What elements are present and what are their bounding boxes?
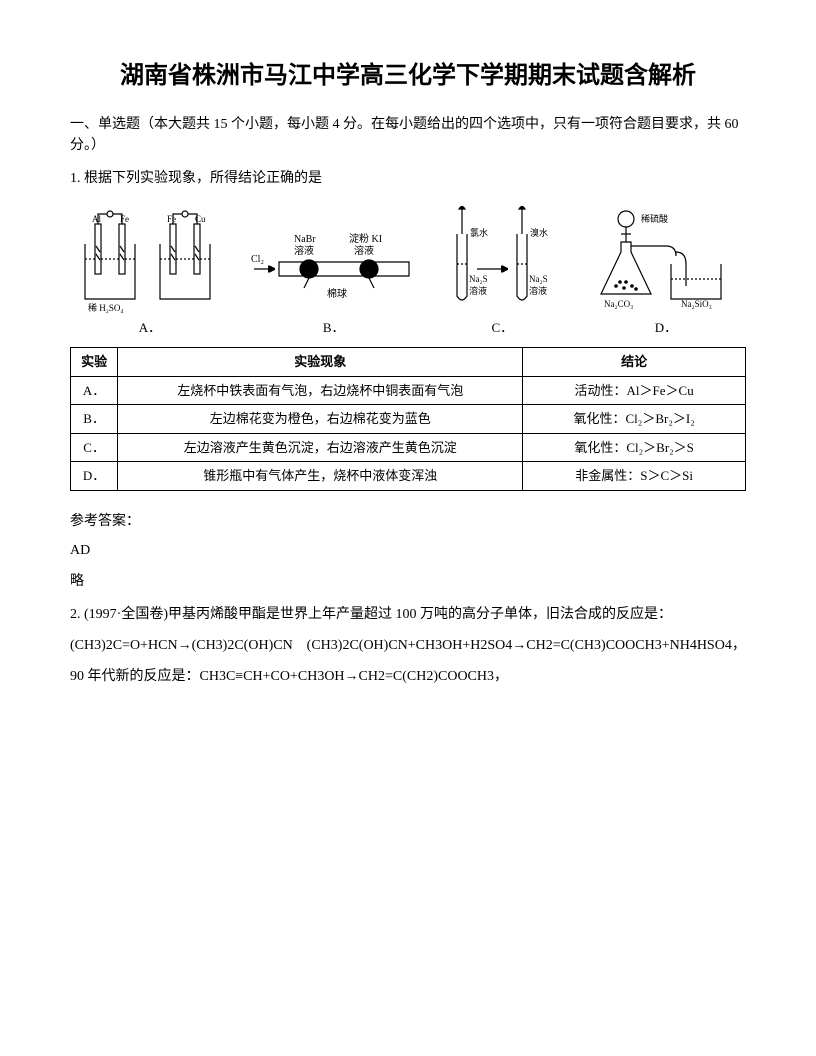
diagram-A-label: A． bbox=[139, 318, 161, 338]
th-exp: 实验 bbox=[71, 348, 118, 377]
svg-text:稀 H₂SO₄: 稀 H₂SO₄ bbox=[88, 302, 124, 313]
svg-text:Na₂S: Na₂S bbox=[529, 274, 548, 284]
page-title: 湖南省株洲市马江中学高三化学下学期期末试题含解析 bbox=[70, 60, 746, 94]
diagram-D-label: D． bbox=[655, 318, 677, 338]
svg-text:Cl₂: Cl₂ bbox=[251, 254, 264, 265]
q2-eq1: (CH3)2C=O+HCN→(CH3)2C(OH)CN (CH3)2C(OH)C… bbox=[70, 635, 746, 656]
svg-text:Na₂CO₃: Na₂CO₃ bbox=[604, 299, 633, 309]
diagram-row: Al Fe Fe Cu 稀 H₂SO₄ A． Cl₂ NaBr 溶液 淀粉 KI… bbox=[70, 204, 746, 338]
svg-text:溶液: 溶液 bbox=[294, 244, 314, 257]
th-phen: 实验现象 bbox=[118, 348, 523, 377]
table-row: D． 锥形瓶中有气体产生，烧杯中液体变浑浊 非金属性：S＞C＞Si bbox=[71, 462, 746, 491]
diagram-A: Al Fe Fe Cu 稀 H₂SO₄ A． bbox=[70, 204, 230, 338]
svg-text:氯水: 氯水 bbox=[470, 227, 488, 238]
answer-note: 略 bbox=[70, 571, 746, 592]
table-row: B． 左边棉花变为橙色，右边棉花变为蓝色 氧化性：Cl₂＞Br₂＞I₂ bbox=[71, 405, 746, 434]
answer: AD bbox=[70, 540, 746, 561]
diagram-C-label: C． bbox=[491, 318, 513, 338]
answer-label: 参考答案： bbox=[70, 511, 746, 532]
svg-text:Na₂SiO₃: Na₂SiO₃ bbox=[681, 299, 712, 309]
q2-eq2: 90 年代新的反应是：CH3C≡CH+CO+CH3OH→CH2=C(CH2)CO… bbox=[70, 666, 746, 687]
diagram-B: Cl₂ NaBr 溶液 淀粉 KI 溶液 棉球 B． bbox=[249, 204, 419, 338]
svg-text:淀粉 KI: 淀粉 KI bbox=[349, 232, 382, 245]
svg-text:Fe: Fe bbox=[167, 214, 176, 224]
table-row: C． 左边溶液产生黄色沉淀，右边溶液产生黄色沉淀 氧化性：Cl₂＞Br₂＞S bbox=[71, 433, 746, 462]
diagram-D: 稀硫酸 Na₂CO₃ Na₂SiO₃ D． bbox=[586, 204, 746, 338]
q1-stem: 1. 根据下列实验现象，所得结论正确的是 bbox=[70, 168, 746, 189]
th-conc: 结论 bbox=[523, 348, 746, 377]
diagram-C: 氯水 溴水 Na₂S 溶液 Na₂S 溶液 C． bbox=[437, 204, 567, 338]
svg-text:棉球: 棉球 bbox=[327, 287, 347, 300]
svg-text:Fe: Fe bbox=[120, 214, 129, 224]
q2-stem: 2. (1997·全国卷)甲基丙烯酸甲酯是世界上年产量超过 100 万吨的高分子… bbox=[70, 604, 746, 625]
svg-text:Al: Al bbox=[92, 214, 101, 224]
experiment-table: 实验 实验现象 结论 A． 左烧杯中铁表面有气泡，右边烧杯中铜表面有气泡 活动性… bbox=[70, 347, 746, 491]
svg-text:稀硫酸: 稀硫酸 bbox=[641, 213, 668, 224]
section-intro: 一、单选题（本大题共 15 个小题，每小题 4 分。在每小题给出的四个选项中，只… bbox=[70, 114, 746, 156]
svg-text:溴水: 溴水 bbox=[530, 227, 548, 238]
diagram-B-label: B． bbox=[323, 318, 345, 338]
table-row: A． 左烧杯中铁表面有气泡，右边烧杯中铜表面有气泡 活动性：Al＞Fe＞Cu bbox=[71, 376, 746, 405]
svg-text:Cu: Cu bbox=[195, 214, 206, 224]
svg-text:溶液: 溶液 bbox=[469, 285, 487, 296]
svg-text:溶液: 溶液 bbox=[529, 285, 547, 296]
svg-text:溶液: 溶液 bbox=[354, 244, 374, 257]
svg-text:Na₂S: Na₂S bbox=[469, 274, 488, 284]
svg-text:NaBr: NaBr bbox=[294, 234, 316, 245]
